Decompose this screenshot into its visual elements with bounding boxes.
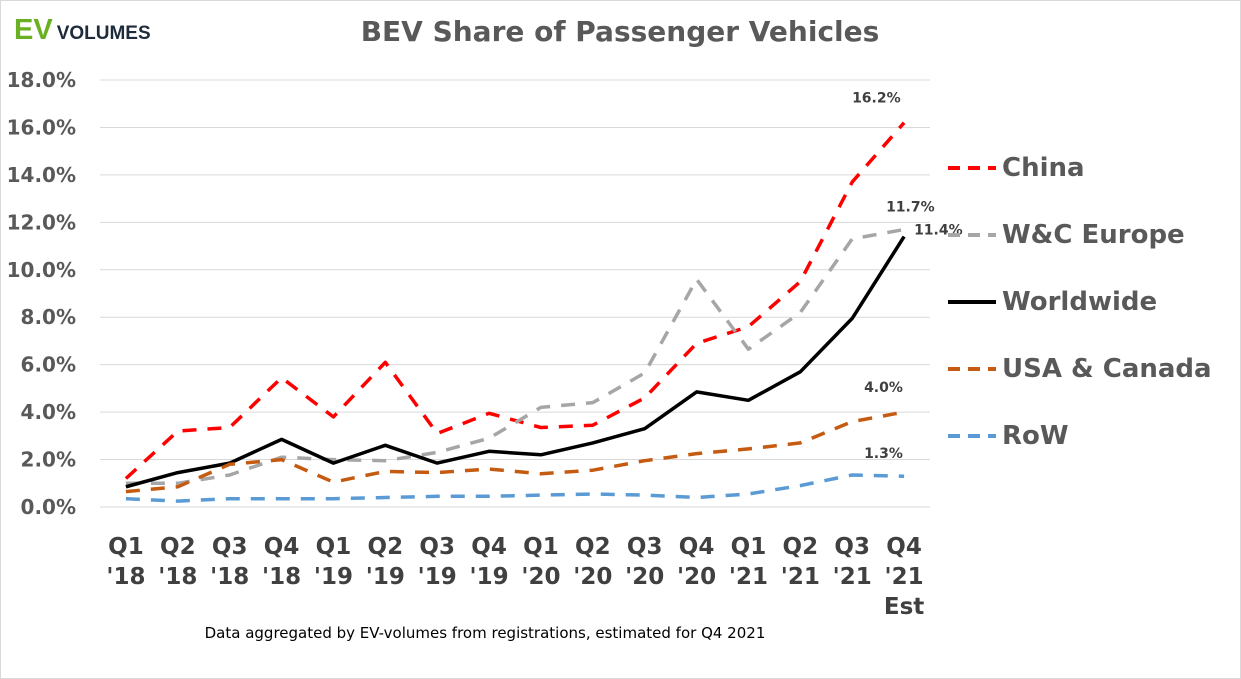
x-tick-label-line: '20 xyxy=(625,564,664,590)
x-tick-label: Q1'21 xyxy=(729,534,768,590)
x-tick-label: Q2'20 xyxy=(573,534,612,590)
x-tick-label: Q1'18 xyxy=(106,534,145,590)
logo-volumes-text: VOLUMES xyxy=(56,23,151,44)
chart-footnote: Data aggregated by EV-volumes from regis… xyxy=(204,624,766,642)
data-label: 4.0% xyxy=(864,380,903,396)
series-line-china xyxy=(124,121,906,480)
y-tick-label: 10.0% xyxy=(7,258,76,282)
data-label: 16.2% xyxy=(852,91,901,107)
legend-label: W&C Europe xyxy=(1002,219,1185,250)
x-tick-label: Q3'19 xyxy=(418,534,457,590)
legend-label: China xyxy=(1002,152,1085,183)
x-tick-label-line: '21 xyxy=(885,564,924,590)
legend-label: Worldwide xyxy=(1002,286,1158,317)
x-tick-label-line: '19 xyxy=(470,564,509,590)
x-tick-label-line: Q3 xyxy=(627,534,663,560)
x-tick-label-line: Q2 xyxy=(368,534,404,560)
x-tick-label-line: Q3 xyxy=(834,534,870,560)
x-tick-label-line: '21 xyxy=(781,564,820,590)
data-label: 11.7% xyxy=(886,199,935,215)
y-tick-label: 14.0% xyxy=(7,163,76,187)
x-tick-label-line: '18 xyxy=(158,564,197,590)
x-tick-label-line: '20 xyxy=(573,564,612,590)
legend-item: USA & Canada xyxy=(946,335,1212,402)
y-tick-label: 4.0% xyxy=(21,400,76,424)
x-tick-label-line: '20 xyxy=(677,564,716,590)
x-tick-label-line: '18 xyxy=(106,564,145,590)
x-tick-label-line: Q1 xyxy=(108,534,144,560)
x-tick-label-line: Est xyxy=(884,594,924,620)
legend-label: RoW xyxy=(1002,420,1069,451)
logo-ev-text: EV xyxy=(14,14,53,46)
y-tick-label: 6.0% xyxy=(21,353,76,377)
ev-volumes-logo: EV VOLUMES xyxy=(14,14,151,47)
legend-swatch xyxy=(948,232,996,237)
x-tick-label: Q3'18 xyxy=(210,534,249,590)
x-tick-label: Q3'20 xyxy=(625,534,664,590)
x-tick-label: Q1'19 xyxy=(314,534,353,590)
x-tick-label-line: Q3 xyxy=(419,534,455,560)
x-tick-label-line: Q4 xyxy=(886,534,922,560)
x-tick-label-line: Q3 xyxy=(212,534,248,560)
x-tick-label-line: '21 xyxy=(833,564,872,590)
x-tick-label-line: '19 xyxy=(366,564,405,590)
x-tick-label: Q4'20 xyxy=(677,534,716,590)
y-tick-label: 18.0% xyxy=(7,68,76,92)
x-tick-label-line: Q4 xyxy=(679,534,715,560)
x-tick-label: Q4 '21 Est xyxy=(884,534,924,620)
x-tick-label-line: Q2 xyxy=(783,534,819,560)
x-tick-label-line: Q4 xyxy=(471,534,507,560)
legend-swatch xyxy=(948,299,996,304)
legend-label: USA & Canada xyxy=(1002,353,1212,384)
y-tick-label: 12.0% xyxy=(7,210,76,234)
x-tick-label-line: Q2 xyxy=(160,534,196,560)
x-tick-label-line: Q1 xyxy=(316,534,352,560)
x-tick-label: Q2'21 xyxy=(781,534,820,590)
legend-swatch xyxy=(948,165,996,170)
y-tick-label: 8.0% xyxy=(21,305,76,329)
series-line-usa-canada xyxy=(125,410,905,494)
x-tick-label: Q1'20 xyxy=(521,534,560,590)
legend-item: China xyxy=(946,134,1212,201)
x-tick-label-line: Q1 xyxy=(731,534,767,560)
chart-title: BEV Share of Passenger Vehicles xyxy=(360,15,880,48)
chart-legend: China W&C Europe Worldwide USA & Canada RoW xyxy=(946,134,1212,469)
legend-item: W&C Europe xyxy=(946,201,1212,268)
x-tick-label: Q2'19 xyxy=(366,534,405,590)
x-tick-label-line: '19 xyxy=(314,564,353,590)
x-tick-label-line: '20 xyxy=(521,564,560,590)
x-tick-label-line: '18 xyxy=(262,564,301,590)
legend-item: RoW xyxy=(946,402,1212,469)
legend-swatch xyxy=(948,366,996,371)
y-tick-label: 16.0% xyxy=(7,115,76,139)
x-tick-label: Q4'19 xyxy=(470,534,509,590)
y-tick-label: 2.0% xyxy=(21,448,76,472)
x-tick-label-line: Q1 xyxy=(523,534,559,560)
x-tick-label: Q4'18 xyxy=(262,534,301,590)
series-line-row xyxy=(125,473,905,503)
x-tick-label-line: '19 xyxy=(418,564,457,590)
x-tick-label: Q2'18 xyxy=(158,534,197,590)
y-tick-label: 0.0% xyxy=(21,495,76,519)
series-line-w-c-europe xyxy=(125,227,905,486)
x-tick-label-line: '18 xyxy=(210,564,249,590)
x-tick-label-line: Q4 xyxy=(264,534,300,560)
series-line-worldwide xyxy=(125,235,906,489)
x-tick-label-line: '21 xyxy=(729,564,768,590)
x-tick-label-line: Q2 xyxy=(575,534,611,560)
legend-swatch xyxy=(948,433,996,438)
legend-item: Worldwide xyxy=(946,268,1212,335)
x-tick-label: Q3'21 xyxy=(833,534,872,590)
data-label: 1.3% xyxy=(864,446,903,462)
